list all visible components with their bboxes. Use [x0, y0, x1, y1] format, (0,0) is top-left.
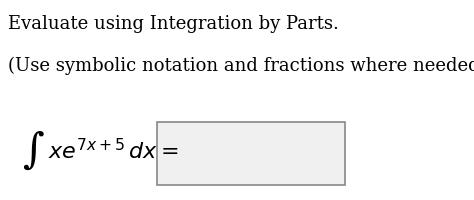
Text: $xe^{7x+5}$$ \, dx =$: $xe^{7x+5}$$ \, dx =$: [48, 139, 179, 164]
Text: (Use symbolic notation and fractions where needed.): (Use symbolic notation and fractions whe…: [9, 57, 474, 75]
Text: Evaluate using Integration by Parts.: Evaluate using Integration by Parts.: [9, 15, 339, 33]
Text: ∫: ∫: [22, 130, 44, 172]
FancyBboxPatch shape: [157, 122, 345, 185]
